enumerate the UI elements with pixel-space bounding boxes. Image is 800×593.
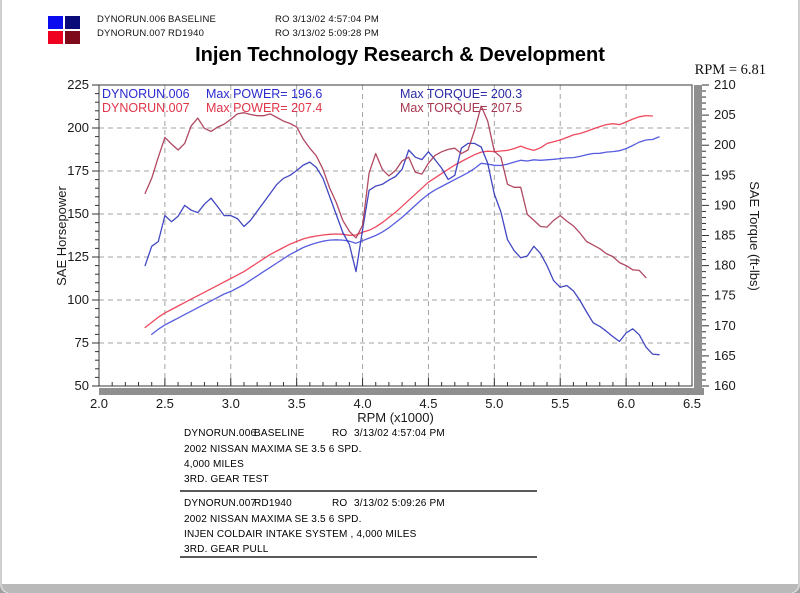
window-bottom-edge (2, 584, 798, 593)
right-tick-label: 160 (714, 378, 736, 393)
left-tick-label: 50 (75, 378, 89, 393)
right-axis-title: SAE Torque (ft-lbs) (747, 181, 762, 291)
rpm-cursor-readout: RPM = 6.81 (694, 62, 766, 78)
footer-run-desc: BASELINE (254, 428, 305, 439)
footer-miles-line: 4,000 MILES (184, 459, 245, 470)
series-dynorun-006-sae-torque (144, 142, 660, 356)
right-tick-label: 205 (714, 107, 736, 122)
footer-run-ro: RO (332, 498, 348, 509)
annotation-max-torque: Max TORQUE= 207.5 (400, 101, 523, 115)
left-tick-label: 150 (67, 206, 89, 221)
x-axis-ticks (98, 378, 693, 386)
run-color-legend (48, 16, 82, 46)
header-run-name: DYNORUN.006 (97, 14, 166, 25)
footer-separator-2 (180, 556, 537, 558)
x-tick-label: 4.0 (354, 396, 372, 411)
left-tick-label: 175 (67, 163, 89, 178)
header-run-name: DYNORUN.007 (97, 28, 166, 39)
x-tick-label: 4.5 (419, 396, 437, 411)
right-axis-ticks (702, 84, 709, 387)
gridlines (99, 85, 692, 386)
annotation-max-power: Max POWER= 207.4 (206, 101, 323, 115)
legend-swatch-torque-006 (65, 16, 80, 29)
series-dynorun-007-sae-torque (144, 105, 647, 279)
left-tick-label: 225 (67, 77, 89, 92)
legend-swatch-power-006 (48, 16, 63, 29)
chart-scrollbar-horizontal[interactable] (99, 388, 704, 395)
left-tick-label: 200 (67, 120, 89, 135)
legend-swatch-torque-007 (65, 31, 80, 44)
footer-intake-line: INJEN COLDAIR INTAKE SYSTEM , 4,000 MILE… (184, 529, 417, 540)
header-run-desc: RD1940 (168, 28, 205, 39)
footer-run-stamp: 3/13/02 4:57:04 PM (354, 428, 445, 439)
right-tick-label: 180 (714, 258, 736, 273)
footer-vehicle-line: 2002 NISSAN MAXIMA SE 3.5 6 SPD. (184, 514, 362, 525)
footer-run-name: DYNORUN.006 (184, 428, 257, 439)
footer-gear-line: 3RD. GEAR TEST (184, 474, 269, 485)
right-tick-label: 165 (714, 348, 736, 363)
x-tick-label: 2.5 (156, 396, 174, 411)
annotation-max-torque: Max TORQUE= 200.3 (400, 87, 523, 101)
right-tick-label: 175 (714, 288, 736, 303)
footer-run-desc: RD1940 (254, 498, 292, 509)
x-tick-label: 6.0 (617, 396, 635, 411)
annotation-run-name: DYNORUN.006 (102, 87, 190, 101)
footer-run-stamp: 3/13/02 5:09:26 PM (354, 498, 445, 509)
x-tick-label: 5.0 (485, 396, 503, 411)
series-dynorun-006-sae-horsepower (151, 136, 660, 336)
right-tick-label: 190 (714, 197, 736, 212)
footer-gear-line: 3RD. GEAR PULL (184, 544, 269, 555)
right-tick-label: 170 (714, 318, 736, 333)
legend-swatch-power-007 (48, 31, 63, 44)
left-tick-label: 100 (67, 292, 89, 307)
x-tick-label: 2.0 (90, 396, 108, 411)
page-title: Injen Technology Research & Development (195, 44, 605, 66)
header-run-stamp: RO 3/13/02 5:09:28 PM (275, 28, 380, 39)
chart-scrollbar-vertical[interactable] (694, 85, 702, 395)
footer-run-name: DYNORUN.007 (184, 498, 257, 509)
left-axis-ticks (92, 84, 99, 387)
plot-frame (98, 84, 693, 387)
annotation-run-name: DYNORUN.007 (102, 101, 190, 115)
series-dynorun-007-sae-horsepower (144, 114, 654, 329)
x-tick-label: 3.0 (222, 396, 240, 411)
right-tick-label: 210 (714, 77, 736, 92)
header-run-stamp: RO 3/13/02 4:57:04 PM (275, 14, 380, 25)
right-tick-label: 195 (714, 167, 736, 182)
footer-run-ro: RO (332, 428, 348, 439)
footer-separator-1 (180, 490, 537, 492)
left-tick-label: 125 (67, 249, 89, 264)
annotation-max-power: Max POWER= 196.6 (206, 87, 323, 101)
x-axis-title: RPM (x1000) (357, 410, 434, 425)
x-tick-label: 3.5 (288, 396, 306, 411)
right-tick-label: 185 (714, 228, 736, 243)
footer-vehicle-line: 2002 NISSAN MAXIMA SE 3.5 6 SPD. (184, 444, 362, 455)
x-tick-label: 5.5 (551, 396, 569, 411)
x-tick-label: 6.5 (683, 396, 701, 411)
left-tick-label: 75 (75, 335, 89, 350)
left-axis-title: SAE Horsepower (54, 185, 69, 285)
header-run-desc: BASELINE (168, 14, 217, 25)
right-tick-label: 200 (714, 137, 736, 152)
